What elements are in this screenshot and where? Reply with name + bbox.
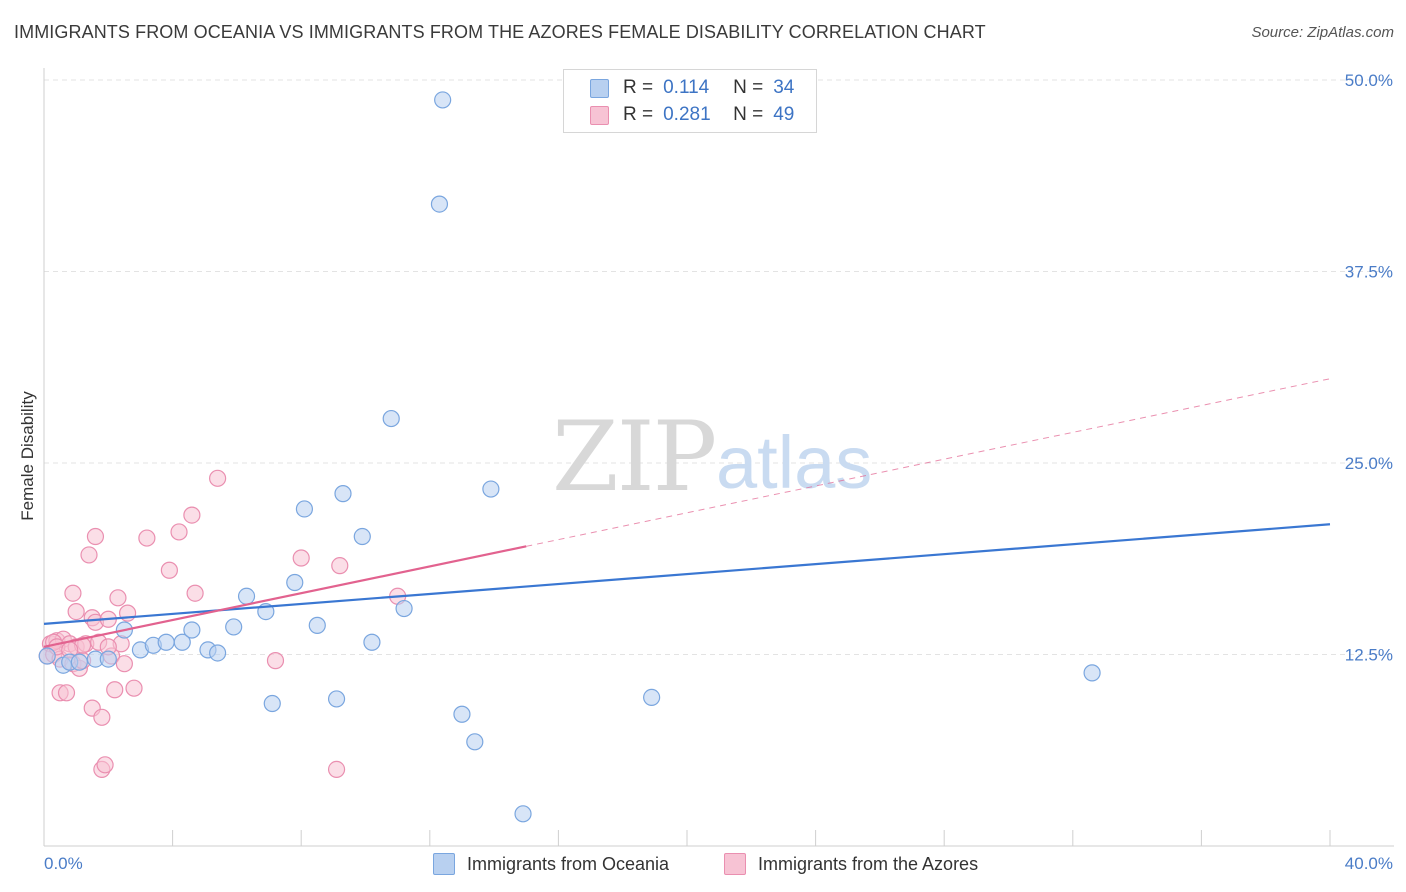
bottom-legend-label-azores: Immigrants from the Azores xyxy=(758,853,979,874)
y-tick-label: 50.0% xyxy=(1345,71,1393,90)
legend-r-label: R = xyxy=(623,104,654,125)
legend-row-azores: R = 0.281 N = 49 xyxy=(590,103,794,127)
legend-n-value: 34 xyxy=(773,77,795,98)
azores-point xyxy=(57,684,76,702)
watermark-zip: ZIP xyxy=(552,401,715,513)
watermark-atlas: atlas xyxy=(716,421,872,504)
axes xyxy=(43,68,1394,847)
azores-point xyxy=(327,760,346,779)
bottom-legend-oceania: Immigrants from Oceania xyxy=(433,852,669,876)
legend-n-label: N = xyxy=(733,77,764,98)
oceania-point xyxy=(70,653,88,671)
oceania-point xyxy=(434,91,452,109)
azores-point xyxy=(86,527,105,546)
legend-swatch-azores xyxy=(590,105,609,125)
oceania-point xyxy=(514,805,532,823)
oceania-point xyxy=(363,633,381,651)
oceania-point xyxy=(99,650,117,668)
oceania-point xyxy=(173,633,191,651)
oceania-point xyxy=(334,485,352,503)
oceania-point xyxy=(157,633,175,651)
azores-trend-line xyxy=(43,545,527,648)
azores-point xyxy=(96,756,114,774)
azores-point xyxy=(64,584,82,602)
oceania-point xyxy=(295,500,314,518)
azores-point xyxy=(67,603,85,621)
oceania-point xyxy=(183,621,201,639)
bottom-legend-swatch-oceania xyxy=(433,853,455,875)
oceania-point xyxy=(1083,664,1101,682)
legend-n-value: 49 xyxy=(773,104,795,125)
azores-point xyxy=(186,584,204,602)
azores-point xyxy=(106,681,124,699)
oceania-trend-line xyxy=(43,523,1331,625)
azores-trend-extension xyxy=(526,378,1331,547)
source-credit: Source: ZipAtlas.com xyxy=(1251,24,1394,41)
azores-point xyxy=(170,523,188,541)
azores-point xyxy=(183,506,201,524)
oceania-point xyxy=(353,527,371,546)
legend-r-label: R = xyxy=(623,77,654,98)
legend-r-value: 0.114 xyxy=(663,77,710,98)
y-tick-label: 37.5% xyxy=(1345,263,1393,282)
x-tick-label: 0.0% xyxy=(44,854,83,873)
y-tick-label: 12.5% xyxy=(1345,646,1393,665)
oceania-point xyxy=(430,195,449,213)
oceania-point xyxy=(327,690,346,708)
oceania-point xyxy=(308,616,326,634)
azores-point xyxy=(160,561,178,579)
oceania-point xyxy=(237,587,256,605)
oceania-point xyxy=(382,409,400,428)
legend-n-label: N = xyxy=(733,104,764,125)
azores-point xyxy=(138,529,156,547)
azores-point xyxy=(209,469,227,487)
oceania-point xyxy=(286,573,304,592)
legend-swatch-oceania xyxy=(590,78,609,98)
oceania-point xyxy=(395,599,413,618)
legend-row-oceania: R = 0.114 N = 34 xyxy=(590,76,794,100)
azores-point xyxy=(115,655,133,673)
oceania-point xyxy=(209,644,227,662)
oceania-point xyxy=(466,733,484,751)
bottom-legend-label-oceania: Immigrants from Oceania xyxy=(467,853,670,874)
azores-point xyxy=(292,549,310,567)
oceania-point xyxy=(643,688,661,706)
azores-point xyxy=(109,589,127,607)
chart-title: IMMIGRANTS FROM OCEANIA VS IMMIGRANTS FR… xyxy=(14,22,986,42)
azores-point xyxy=(331,557,349,575)
gridlines xyxy=(44,79,1394,655)
azores-point xyxy=(125,679,143,697)
y-tick-label: 25.0% xyxy=(1345,454,1393,473)
azores-point xyxy=(80,546,98,564)
data-points xyxy=(38,91,1101,823)
oceania-point xyxy=(38,647,56,665)
oceania-point xyxy=(482,480,500,498)
trend-lines xyxy=(43,378,1331,648)
bottom-legend-swatch-azores xyxy=(724,853,746,875)
azores-point xyxy=(266,652,285,670)
oceania-point xyxy=(453,705,471,723)
azores-point xyxy=(93,708,111,726)
oceania-point xyxy=(225,618,243,636)
x-tick-label: 40.0% xyxy=(1345,854,1393,873)
bottom-legend-azores: Immigrants from the Azores xyxy=(724,852,978,876)
tick-labels: 12.5% 25.0% 37.5% 50.0% 0.0% 40.0% xyxy=(44,71,1393,873)
legend-r-value: 0.281 xyxy=(663,104,711,125)
legend: R = 0.114 N = 34 R = 0.281 N = 49 xyxy=(563,69,817,133)
oceania-point xyxy=(263,694,281,713)
